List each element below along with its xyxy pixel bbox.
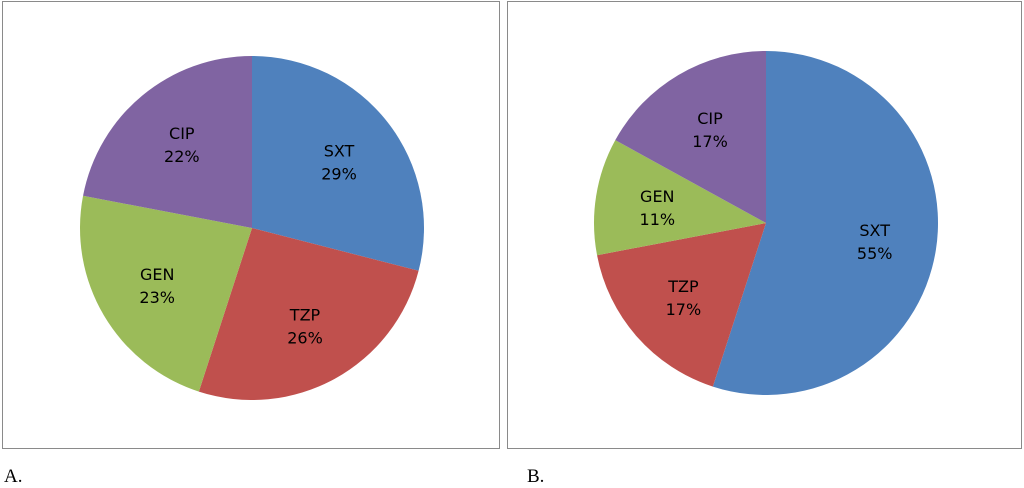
slice-percent-gen: 23% <box>139 288 175 307</box>
pie-chart-b-svg: SXT 55% TZP 17% GEN 11% CIP 17% <box>594 51 939 395</box>
slice-label-cip: CIP <box>697 109 723 128</box>
slice-percent-cip: 22% <box>164 147 200 166</box>
pie-slice-gen <box>80 195 253 392</box>
pie-slice-gen <box>594 140 766 256</box>
pie-slice-sxt <box>712 51 939 395</box>
pie-chart-b: SXT 55% TZP 17% GEN 11% CIP 17% <box>507 1 1022 449</box>
pie-chart-a: SXT 29% TZP 26% GEN 23% CIP 22% <box>2 1 500 449</box>
slice-label-gen: GEN <box>640 187 674 206</box>
slice-label-tzp: TZP <box>289 306 321 325</box>
panel-label-a: A. <box>4 466 23 487</box>
slice-label-tzp: TZP <box>667 277 699 296</box>
slice-percent-gen: 11% <box>640 210 676 229</box>
pie-chart-a-svg: SXT 29% TZP 26% GEN 23% CIP 22% <box>80 56 425 400</box>
slice-percent-sxt: 29% <box>321 165 357 184</box>
slice-label-sxt: SXT <box>859 221 890 240</box>
pie-slice-sxt <box>252 56 425 271</box>
slice-label-cip: CIP <box>169 124 195 143</box>
slice-percent-tzp: 26% <box>287 329 323 348</box>
pie-slice-cip <box>83 56 252 228</box>
slice-percent-tzp: 17% <box>666 300 702 319</box>
slice-label-sxt: SXT <box>324 142 355 161</box>
pie-slice-tzp <box>597 223 766 387</box>
slice-percent-sxt: 55% <box>857 244 893 263</box>
slice-percent-cip: 17% <box>692 132 728 151</box>
panel-label-b: B. <box>527 466 545 487</box>
pie-slice-cip <box>615 51 766 223</box>
slice-label-gen: GEN <box>140 265 174 284</box>
pie-slice-tzp <box>198 228 419 400</box>
